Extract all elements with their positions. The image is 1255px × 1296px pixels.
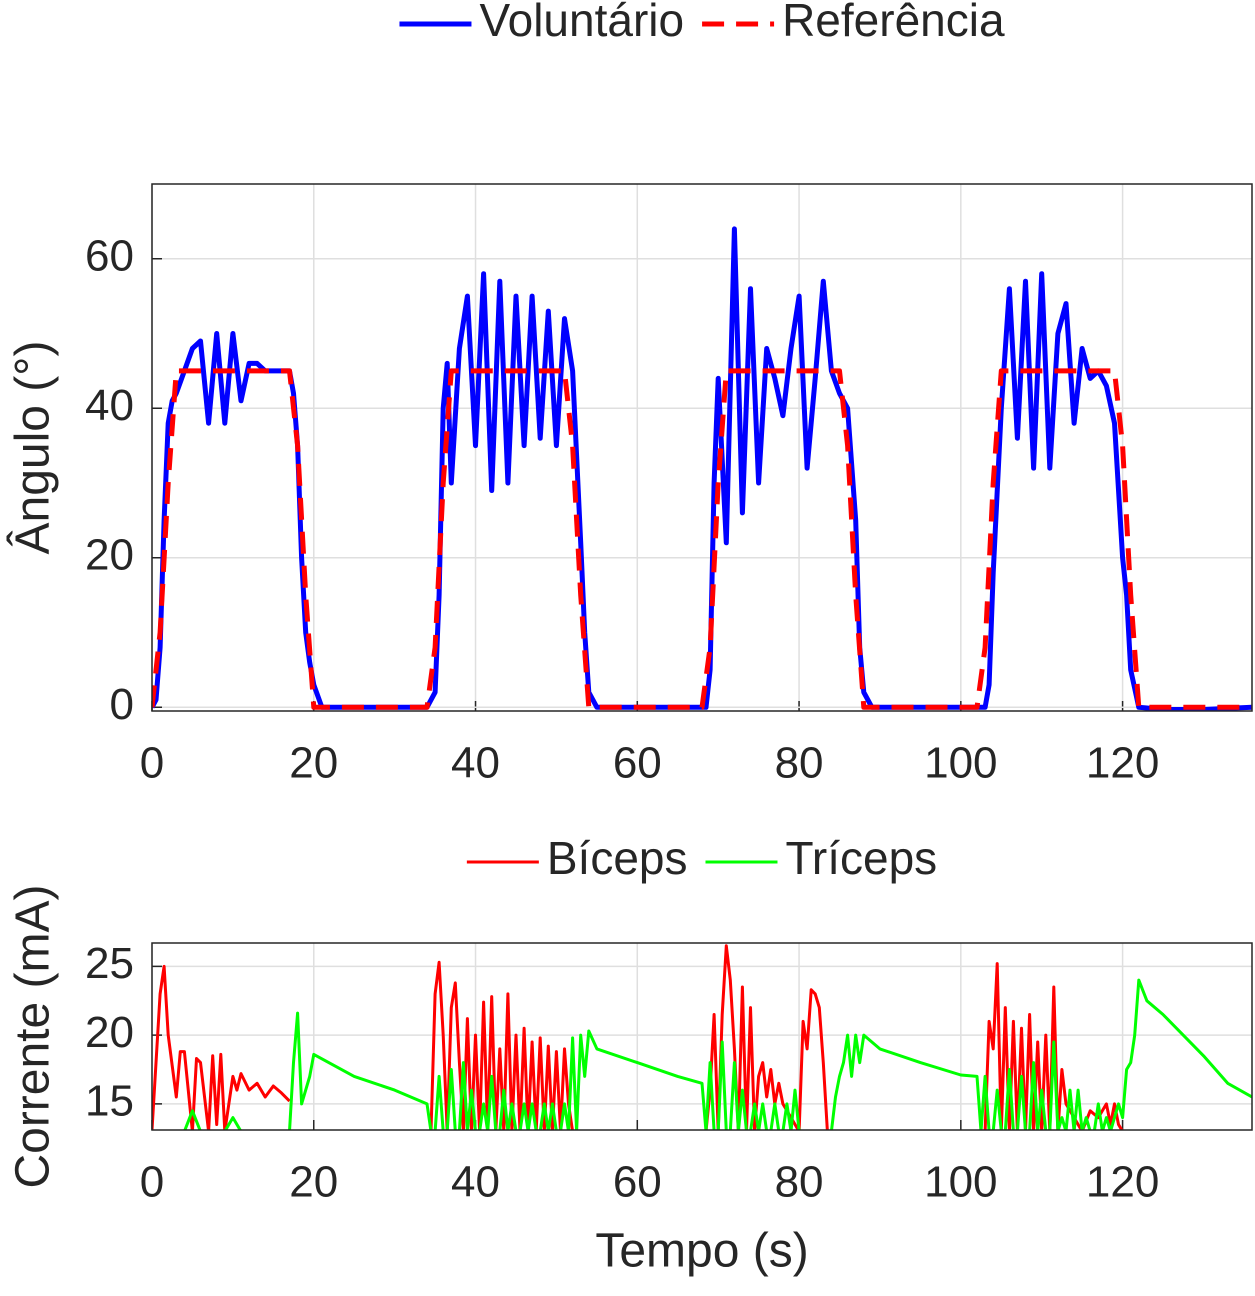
x-tick-label: 20 (289, 1158, 338, 1207)
axes-box (151, 942, 1253, 1131)
series-group (152, 226, 1252, 711)
y-tick-label: 25 (85, 939, 134, 988)
data-line (183, 978, 1252, 1130)
x-tick-label: 40 (451, 1158, 500, 1207)
y-axis-label: Ângulo (°) (7, 341, 60, 555)
y-tick-label: 60 (85, 231, 134, 280)
x-tick-label: 40 (451, 739, 500, 788)
x-tick-label: 120 (1086, 1158, 1159, 1207)
x-tick-label: 60 (613, 739, 662, 788)
legend-label: Referência (782, 0, 1005, 46)
x-tick-label: 100 (924, 739, 997, 788)
x-tick-label: 120 (1086, 739, 1159, 788)
y-tick-label: 20 (85, 1008, 134, 1057)
legend-label: Tríceps (785, 832, 937, 884)
x-tick-label: 80 (775, 739, 824, 788)
data-line (152, 944, 1124, 1130)
plot-area (152, 184, 1252, 711)
legend-label: Bíceps (547, 832, 688, 884)
x-tick-label: 20 (289, 739, 338, 788)
data-line (152, 226, 1252, 711)
axes-box (151, 183, 1253, 712)
legend: Voluntário Referência (399, 0, 1005, 46)
y-axis-label: Corrente (mA) (7, 884, 60, 1188)
y-tick-label: 40 (85, 381, 134, 430)
y-tick-label: 20 (85, 530, 134, 579)
x-tick-label: 0 (140, 1158, 164, 1207)
legend: Bíceps Tríceps (466, 832, 937, 884)
x-tick-label: 100 (924, 1158, 997, 1207)
plot-area (152, 943, 1252, 1130)
x-tick-label: 60 (613, 1158, 662, 1207)
x-tick-label: 0 (140, 739, 164, 788)
x-tick-label: 80 (775, 1158, 824, 1207)
x-axis-label: Tempo (s) (595, 1225, 808, 1278)
legend-label: Voluntário (479, 0, 684, 46)
series-group (152, 944, 1252, 1130)
y-tick-label: 0 (110, 680, 134, 729)
y-tick-label: 15 (85, 1077, 134, 1126)
data-line (152, 368, 1252, 710)
